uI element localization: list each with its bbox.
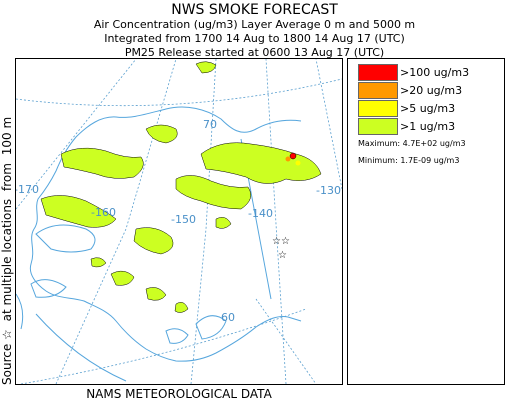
legend-row-1: >1 ug/m3 <box>358 118 498 136</box>
source-marker-2: ☆ <box>278 250 287 261</box>
map-title: NWS SMOKE FORECAST <box>171 2 338 18</box>
subtitle-concentration: Air Concentration (ug/m3) Layer Average … <box>93 18 416 31</box>
latitude-70-line <box>15 78 343 107</box>
subtitle-release: PM25 Release started at 0600 13 Aug 17 (… <box>124 46 385 59</box>
source-marker-1: ☆☆ <box>272 236 290 247</box>
smoke-plume-west <box>60 147 144 179</box>
map-canvas: ☆☆ ☆ 70 60 -170 -160 -150 -140 -130 <box>14 58 343 385</box>
smoke-plume-interior <box>145 124 178 144</box>
aleutian-chain <box>35 313 127 382</box>
longitude-170-line <box>15 58 137 210</box>
kenai-peninsula <box>195 315 227 340</box>
legend-row-20: >20 ug/m3 <box>358 82 498 100</box>
side-caption: Source ☆ at multiple locations from 100 … <box>0 55 14 385</box>
alaska-coastline <box>29 106 302 362</box>
smoke-patch-6 <box>174 302 189 313</box>
kodiak-island <box>165 328 189 344</box>
subtitle-integration: Integrated from 1700 14 Aug to 1800 14 A… <box>104 32 405 45</box>
legend-label-5: >5 ug/m3 <box>400 102 456 115</box>
legend-swatch-yellow <box>358 100 398 117</box>
longitude-160-line <box>55 58 177 385</box>
lon-140-label: -140 <box>248 207 273 220</box>
map-frame: ☆☆ ☆ 70 60 -170 -160 -150 -140 -130 <box>14 58 343 385</box>
smoke-patch-2 <box>110 270 135 286</box>
smoke-plume-central <box>175 175 252 210</box>
legend-label-100: >100 ug/m3 <box>400 66 470 79</box>
from-label: from <box>0 163 14 191</box>
lat-70-label: 70 <box>203 118 217 131</box>
lon-130-label: -130 <box>316 184 341 197</box>
smoke-plume-southwest <box>40 195 117 228</box>
locations-label: at multiple locations <box>0 198 14 322</box>
longitude-150-line <box>190 58 217 385</box>
russia-coast <box>15 293 24 330</box>
smoke-patch-4 <box>90 257 107 268</box>
legend-panel: >100 ug/m3 >20 ug/m3 >5 ug/m3 >1 ug/m3 M… <box>347 58 505 385</box>
legend-swatch-red <box>358 64 398 81</box>
legend-row-5: >5 ug/m3 <box>358 100 498 118</box>
height-label: 100 m <box>0 116 14 156</box>
legend-swatch-orange <box>358 82 398 99</box>
lon-150-label: -150 <box>171 213 196 226</box>
legend-label-20: >20 ug/m3 <box>400 84 463 97</box>
smoke-plume-east <box>200 142 322 184</box>
legend-label-1: >1 ug/m3 <box>400 120 456 133</box>
smoke-patch-1 <box>195 61 217 74</box>
data-source-footer: NAMS METEOROLOGICAL DATA <box>86 387 272 401</box>
legend-swatch-green <box>358 118 398 135</box>
maximum-value: Maximum: 4.7E+02 ug/m3 <box>358 139 466 148</box>
legend-row-100: >100 ug/m3 <box>358 64 498 82</box>
smoke-patch-5 <box>215 217 232 229</box>
yukon-delta <box>30 279 67 298</box>
lon-160-label: -160 <box>91 206 116 219</box>
source-label: Source ☆ <box>0 329 14 385</box>
dateline-border <box>255 298 317 385</box>
longitude-140-line <box>265 58 287 385</box>
smoke-plume-south <box>133 227 174 255</box>
longitude-130-line <box>315 58 343 190</box>
lon-170-label: -170 <box>16 183 39 196</box>
seward-peninsula <box>35 224 96 253</box>
minimum-value: Minimum: 1.7E-09 ug/m3 <box>358 156 460 165</box>
latitude-60-line <box>20 308 307 385</box>
hotspot-medium <box>285 156 291 162</box>
hotspot-high <box>289 152 297 160</box>
hotspot-low <box>295 160 301 166</box>
lat-60-label: 60 <box>221 311 235 324</box>
smoke-patch-3 <box>145 287 167 301</box>
